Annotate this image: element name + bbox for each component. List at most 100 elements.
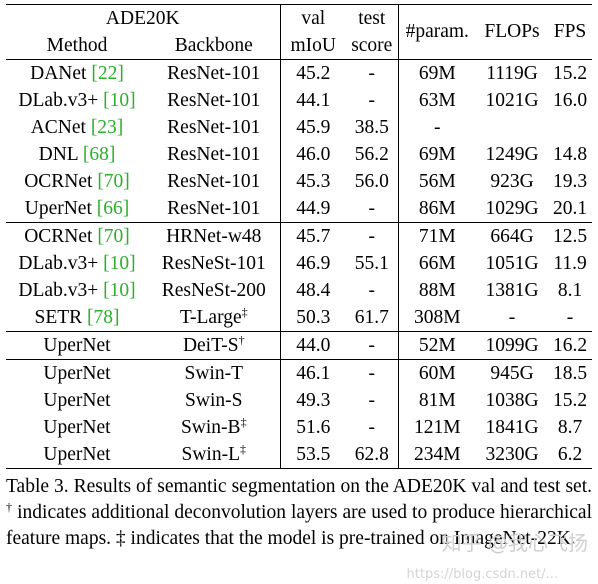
method-cell: UperNet: [6, 387, 148, 414]
flops-header: FLOPs: [476, 4, 549, 60]
backbone-cell: ResNet-101: [148, 141, 281, 168]
method-name: UperNet: [43, 416, 111, 438]
params-cell: 52M: [398, 331, 477, 360]
method-cell: UperNet: [6, 359, 148, 387]
test-score-cell: 55.1: [346, 250, 399, 277]
test-score-cell: 61.7: [346, 304, 399, 332]
method-name: DLab.v3+: [18, 252, 99, 274]
fps-cell: 15.2: [552, 389, 588, 411]
val-miou-cell: 45.7: [280, 222, 347, 250]
method-name: DNL: [38, 143, 78, 165]
method-name: DLab.v3+: [18, 89, 99, 111]
test-score-cell: 62.8: [346, 441, 399, 469]
backbone-cell: T-Large‡: [148, 304, 281, 332]
header-row-2: Method Backbone mIoU score: [6, 32, 592, 60]
params-cell: -: [434, 116, 441, 138]
method-name: UperNet: [24, 197, 92, 219]
footnote-mark: †: [238, 332, 245, 347]
table-row: ACNet [23] ResNet-101 45.9 38.5 -: [6, 114, 592, 141]
citation-link[interactable]: [10]: [103, 279, 136, 301]
citation-link[interactable]: [66]: [96, 197, 130, 219]
method-cell: SETR [78]: [6, 304, 148, 332]
backbone-name: ResNeSt-200: [161, 279, 266, 301]
test-score-cell: -: [346, 59, 399, 87]
params-cell: 60M: [398, 359, 477, 387]
header-row-1: ADE20K val test #param. FLOPs FPS: [6, 4, 593, 60]
val-miou-cell: 45.2: [280, 59, 347, 87]
test-score-cell: -: [346, 195, 399, 223]
backbone-name: Swin-T: [184, 362, 244, 384]
backbone-name: ResNet-101: [167, 197, 261, 219]
results-table: ADE20K val test #param. FLOPs FPS Method…: [6, 4, 593, 469]
citation-link[interactable]: [10]: [103, 89, 136, 111]
flops-cell: [476, 114, 548, 141]
test-score-cell: -: [346, 222, 399, 250]
test-score-cell: 38.5: [346, 114, 399, 141]
flops-cell: 1119G: [476, 59, 549, 87]
citation-link[interactable]: [70]: [97, 225, 130, 247]
flops-cell: 923G: [490, 170, 534, 192]
table-row: DNL [68] ResNet-101 46.0 56.2 69M 1249G 14.8: [6, 141, 592, 168]
method-cell: DLab.v3+ [10]: [6, 87, 148, 114]
method-name: UperNet: [43, 443, 111, 465]
backbone-name: T-Large: [179, 306, 242, 328]
val-header-line1: val: [280, 4, 347, 32]
caption-text-2: indicates additional deconvolution layer…: [6, 502, 593, 549]
table-row: OCRNet [70] HRNet-w48 45.7-71M 664G 12.5: [6, 222, 593, 250]
backbone-name: Swin-S: [185, 389, 243, 411]
backbone-cell: Swin-S: [148, 387, 281, 414]
fps-cell: 8.7: [557, 416, 583, 438]
method-name: SETR: [34, 306, 83, 328]
table-row: UperNet [66] ResNet-101 44.9-86M 1029G 20.1: [6, 195, 592, 223]
fps-cell: 18.5: [548, 359, 593, 387]
citation-link[interactable]: [68]: [82, 143, 116, 165]
backbone-cell: ResNeSt-200: [148, 277, 281, 304]
method-name: OCRNet: [24, 225, 93, 247]
citation-link[interactable]: [22]: [91, 62, 124, 84]
backbone-cell: ResNet-101: [148, 114, 281, 141]
results-table-figure: ADE20K val test #param. FLOPs FPS Method…: [6, 4, 593, 552]
method-cell: DANet [22]: [6, 59, 148, 87]
val-miou-cell: 44.0: [280, 331, 347, 360]
backbone-cell: Swin-B‡: [148, 414, 281, 441]
backbone-name: DeiT-S: [182, 334, 239, 356]
backbone-cell: ResNet-101: [148, 87, 281, 114]
method-name: DLab.v3+: [18, 279, 99, 301]
table-row: SETR [78] T-Large‡ 50.3 61.7 308M - -: [6, 304, 592, 332]
params-cell: 121M: [413, 416, 461, 438]
test-score-cell: -: [346, 87, 399, 114]
table-row: DLab.v3+ [10] ResNeSt-200 48.4-88M 1381G 8.1: [6, 277, 592, 304]
caption-text-3: indicates that the model is pre-trained …: [125, 528, 576, 549]
dataset-header: ADE20K: [6, 4, 281, 32]
val-miou-cell: 45.9: [296, 116, 331, 138]
test-score-cell: -: [346, 414, 399, 441]
table-row: UperNet Swin-T 46.1-60M 945G 18.5: [6, 359, 593, 387]
params-header: #param.: [398, 4, 477, 60]
backbone-name: ResNet-101: [167, 89, 261, 111]
backbone-cell: Swin-T: [148, 359, 281, 387]
citation-link[interactable]: [70]: [97, 170, 130, 192]
flops-cell: 664G: [476, 222, 549, 250]
dagger-symbol: †: [6, 500, 13, 514]
params-cell: 81M: [418, 389, 456, 411]
flops-cell: 1021G: [485, 89, 539, 111]
flops-cell: 1381G: [485, 279, 539, 301]
fps-cell: 20.1: [552, 197, 588, 219]
fps-cell: 8.1: [557, 279, 583, 301]
method-cell: UperNet [66]: [6, 195, 148, 223]
citation-link[interactable]: [10]: [103, 252, 136, 274]
params-cell: 86M: [418, 197, 456, 219]
backbone-cell: Swin-L‡: [148, 441, 281, 469]
fps-cell: 16.2: [548, 331, 593, 360]
table-row: DLab.v3+ [10] ResNet-101 44.1-63M 1021G 16.0: [6, 87, 592, 114]
test-score-cell: -: [346, 331, 399, 360]
citation-link[interactable]: [23]: [90, 116, 124, 138]
backbone-cell: ResNeSt-101: [148, 250, 281, 277]
flops-cell: 945G: [476, 359, 549, 387]
method-name: DANet: [30, 62, 87, 84]
method-cell: UperNet: [6, 331, 148, 360]
fps-cell: -: [566, 306, 574, 328]
citation-link[interactable]: [78]: [87, 306, 120, 328]
backbone-name: ResNet-101: [167, 116, 261, 138]
method-cell: ACNet [23]: [6, 114, 148, 141]
